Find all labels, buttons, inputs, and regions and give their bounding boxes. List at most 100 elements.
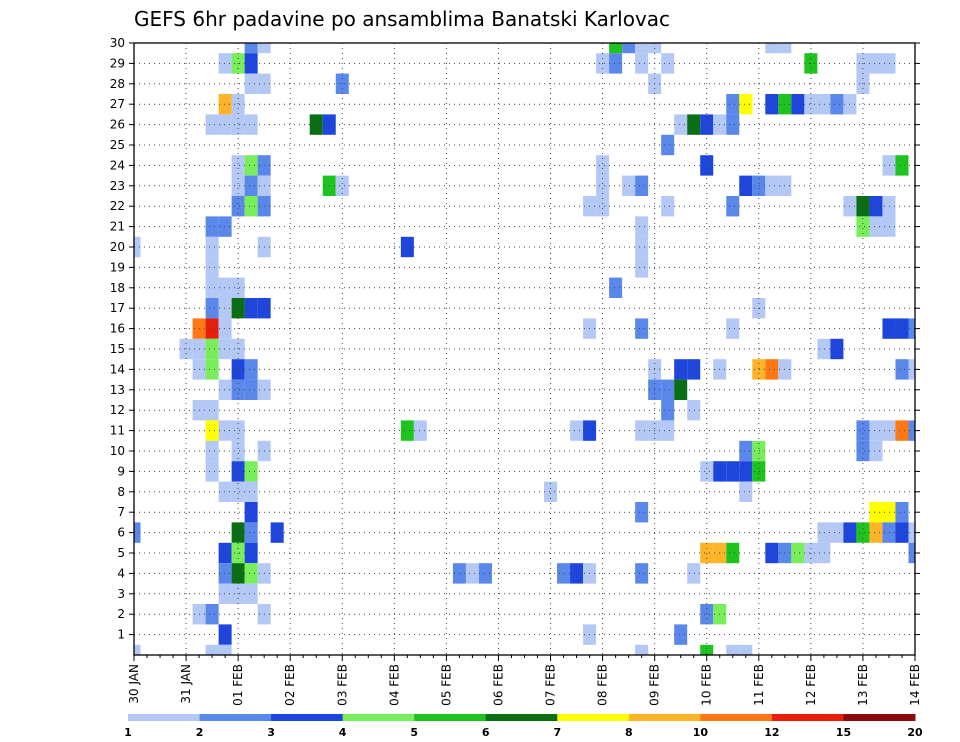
ensemble-cell	[205, 298, 219, 319]
ensemble-cell	[674, 624, 688, 645]
ensemble-cell	[218, 644, 232, 655]
ensemble-cell	[895, 522, 909, 543]
y-tick-label: 13	[110, 383, 125, 397]
ensemble-cell	[882, 155, 896, 176]
ensemble-cell	[635, 420, 649, 441]
dotted-grid	[134, 43, 915, 655]
ensemble-cell	[635, 318, 649, 339]
ensemble-cell	[218, 338, 232, 360]
ensemble-cell	[218, 379, 232, 400]
ensemble-cell	[244, 502, 258, 523]
ensemble-cell	[700, 461, 714, 482]
ensemble-cell	[726, 461, 740, 482]
x-tick-label: 11 FEB	[752, 664, 766, 706]
colorbar-label: 20	[907, 726, 923, 739]
y-tick-label: 19	[110, 260, 125, 274]
x-tick-label: 09 FEB	[648, 664, 662, 706]
ensemble-cell	[830, 338, 844, 360]
ensemble-cell	[231, 175, 245, 196]
ensemble-cell	[739, 175, 753, 196]
ensemble-cell	[231, 155, 245, 176]
ensemble-cell	[856, 216, 870, 237]
ensemble-cell	[700, 155, 714, 176]
colorbar-label: 10	[693, 726, 709, 739]
ensemble-cell	[726, 94, 740, 115]
ensemble-cell	[635, 236, 649, 258]
ensemble-cell	[674, 359, 688, 380]
ensemble-cell	[882, 53, 896, 74]
ensemble-cell	[674, 114, 688, 135]
ensemble-cell	[244, 542, 258, 564]
ensemble-cell	[765, 542, 779, 564]
y-tick-label: 8	[117, 485, 125, 499]
ensemble-cell	[661, 53, 675, 74]
ensemble-cell	[218, 563, 232, 584]
x-tick-label: 12 FEB	[804, 664, 818, 706]
ensemble-cell	[244, 175, 258, 196]
ensemble-cell	[791, 542, 805, 564]
colorbar-swatch	[628, 714, 701, 721]
x-tick-label: 13 FEB	[856, 664, 870, 706]
ensemble-cell	[218, 114, 232, 135]
colorbar-swatch	[342, 714, 415, 721]
ensemble-cell	[882, 318, 896, 339]
ensemble-cell	[661, 400, 675, 421]
y-tick-label: 14	[110, 362, 125, 376]
ensemble-cell	[817, 338, 831, 360]
x-tick-label: 05 FEB	[439, 664, 453, 706]
ensemble-cell	[218, 298, 232, 319]
ensemble-cell	[609, 53, 623, 74]
x-tick-label: 10 FEB	[700, 664, 714, 706]
ensemble-cell	[244, 359, 258, 380]
colorbar-swatch	[485, 714, 558, 721]
colorbar-label: 5	[410, 726, 418, 739]
ensemble-cell	[413, 420, 427, 441]
ensemble-cell	[218, 94, 232, 115]
ensemble-cell	[726, 114, 740, 135]
ensemble-cell	[134, 522, 141, 543]
y-tick-label: 2	[117, 607, 125, 621]
ensemble-cell	[661, 379, 675, 400]
y-tick-label: 29	[110, 56, 125, 70]
y-tick-label: 28	[110, 77, 125, 91]
ensemble-cell	[869, 196, 883, 217]
ensemble-cell	[895, 502, 909, 523]
ensemble-cell	[700, 604, 714, 625]
x-tick-label: 30 JAN	[127, 664, 141, 704]
y-tick-label: 15	[110, 342, 125, 356]
y-tick-label: 1	[117, 628, 125, 642]
ensemble-cell	[218, 53, 232, 74]
ensemble-cell	[635, 563, 649, 584]
ensemble-cell	[739, 644, 753, 655]
ensemble-cell	[739, 461, 753, 482]
y-tick-label: 11	[110, 424, 125, 438]
ensemble-cell	[218, 583, 232, 604]
ensemble-cell	[478, 563, 492, 584]
ensemble-cell	[244, 379, 258, 400]
ensemble-cell	[817, 522, 831, 543]
ensemble-cell	[674, 379, 688, 400]
ensemble-cell	[635, 216, 649, 237]
ensemble-cell	[596, 155, 610, 176]
y-tick-label: 16	[110, 322, 125, 336]
ensemble-cell	[856, 420, 870, 441]
ensemble-cell	[244, 481, 258, 502]
colorbar-swatch	[414, 714, 487, 721]
colorbar-label: 12	[764, 726, 779, 739]
colorbar-label: 8	[625, 726, 633, 739]
y-tick-label: 20	[110, 240, 125, 254]
ensemble-cell	[205, 277, 219, 298]
ensemble-cell	[908, 522, 915, 543]
ensemble-cell	[635, 53, 649, 74]
y-tick-label: 7	[117, 505, 125, 519]
y-tick-label: 21	[110, 220, 125, 234]
ensemble-cell	[882, 420, 896, 441]
ensemble-cell	[218, 318, 232, 339]
ensemble-cell	[218, 277, 232, 298]
ensemble-cell	[205, 359, 219, 380]
ensemble-cell	[609, 43, 623, 54]
ensemble-cell	[856, 440, 870, 462]
ensemble-cell	[895, 420, 909, 441]
ensemble-cell	[205, 236, 219, 258]
